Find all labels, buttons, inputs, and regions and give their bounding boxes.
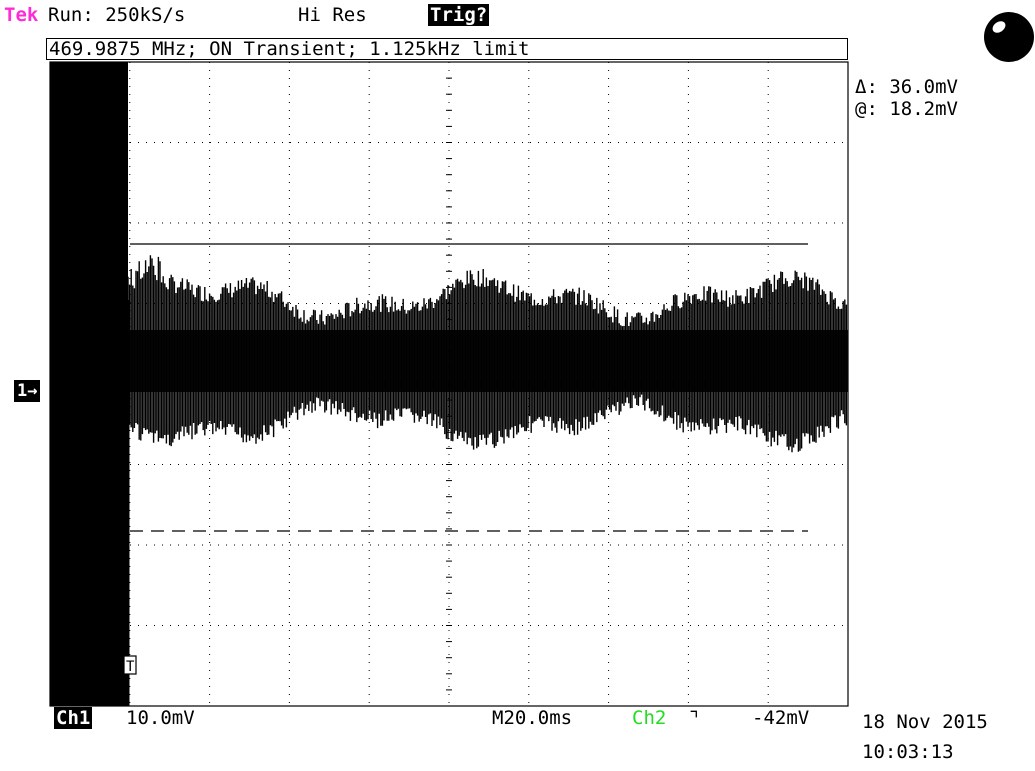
waveform-label: 469.9875 MHz; ON Transient; 1.125kHz lim… bbox=[49, 38, 530, 60]
date-display: 18 Nov 2015 bbox=[862, 711, 988, 733]
trigger-position-marker bbox=[123, 655, 137, 675]
trigger-slope-icon: ⌝ bbox=[688, 707, 700, 729]
time-display: 10:03:13 bbox=[862, 741, 954, 763]
trigger-level: -42mV bbox=[752, 707, 810, 729]
run-indicator-icon bbox=[984, 12, 1034, 62]
timebase: M20.0ms bbox=[492, 707, 573, 729]
channel1-ground-marker: 1→ bbox=[14, 380, 41, 402]
waveform-trace bbox=[50, 62, 848, 706]
brand-label: Tek bbox=[4, 4, 39, 26]
waveform-label-box: 469.9875 MHz; ON Transient; 1.125kHz lim… bbox=[46, 38, 848, 60]
trigger-source: Ch2 bbox=[632, 707, 667, 729]
ch1-scale: 10.0mV bbox=[126, 707, 195, 729]
trigger-marker-text: T bbox=[126, 659, 135, 675]
trigger-status-badge: Trig? bbox=[428, 4, 490, 26]
acquisition-rate: Run: 250kS/s bbox=[48, 4, 186, 26]
cursor-delta-readout: Δ: 36.0mV bbox=[855, 76, 958, 98]
acquisition-mode: Hi Res bbox=[298, 4, 367, 26]
cursor-position-readout: @: 18.2mV bbox=[855, 98, 958, 120]
ch1-label: Ch1 bbox=[54, 707, 93, 729]
